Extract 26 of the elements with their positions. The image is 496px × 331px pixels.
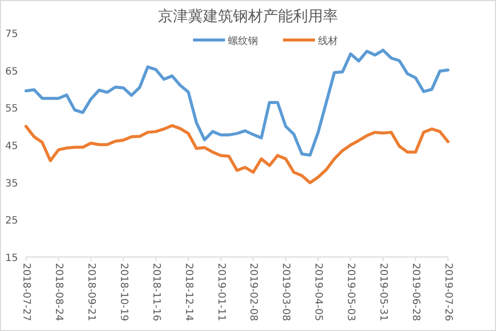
x-tick-label: 2019-05-31 xyxy=(378,263,389,322)
x-tick-label: 2018-12-14 xyxy=(182,263,194,322)
line-series xyxy=(24,124,450,184)
y-tick-label: 45 xyxy=(5,141,18,152)
legend-label: 线材 xyxy=(318,35,338,47)
x-tick-label: 2019-02-08 xyxy=(248,263,259,322)
line-series xyxy=(24,48,450,157)
x-tick-label: 2019-04-05 xyxy=(312,263,324,322)
x-tick-label: 2019-01-11 xyxy=(215,263,226,322)
y-tick-label: 75 xyxy=(5,29,18,40)
y-tick-label: 25 xyxy=(5,216,18,227)
y-tick-label: 35 xyxy=(5,178,18,190)
x-tick-label: 2018-08-24 xyxy=(52,263,64,322)
chart-title: 京津冀建筑钢材产能利用率 xyxy=(158,7,338,25)
y-tick-label: 65 xyxy=(5,66,18,78)
x-tick-label: 2018-11-16 xyxy=(150,263,162,322)
y-tick-label: 15 xyxy=(5,253,18,264)
x-tick-label: 2018-07-27 xyxy=(20,263,32,322)
legend-label: 螺纹钢 xyxy=(228,35,258,47)
y-tick-label: 55 xyxy=(5,104,18,115)
x-tick-label: 2019-03-08 xyxy=(280,263,292,322)
x-tick-label: 2018-10-19 xyxy=(118,263,129,322)
x-tick-label: 2019-06-28 xyxy=(410,263,422,322)
x-tick-label: 2019-05-03 xyxy=(345,263,356,322)
x-tick-label: 2018-09-21 xyxy=(85,263,96,322)
x-tick-label: 2019-07-26 xyxy=(442,263,454,322)
